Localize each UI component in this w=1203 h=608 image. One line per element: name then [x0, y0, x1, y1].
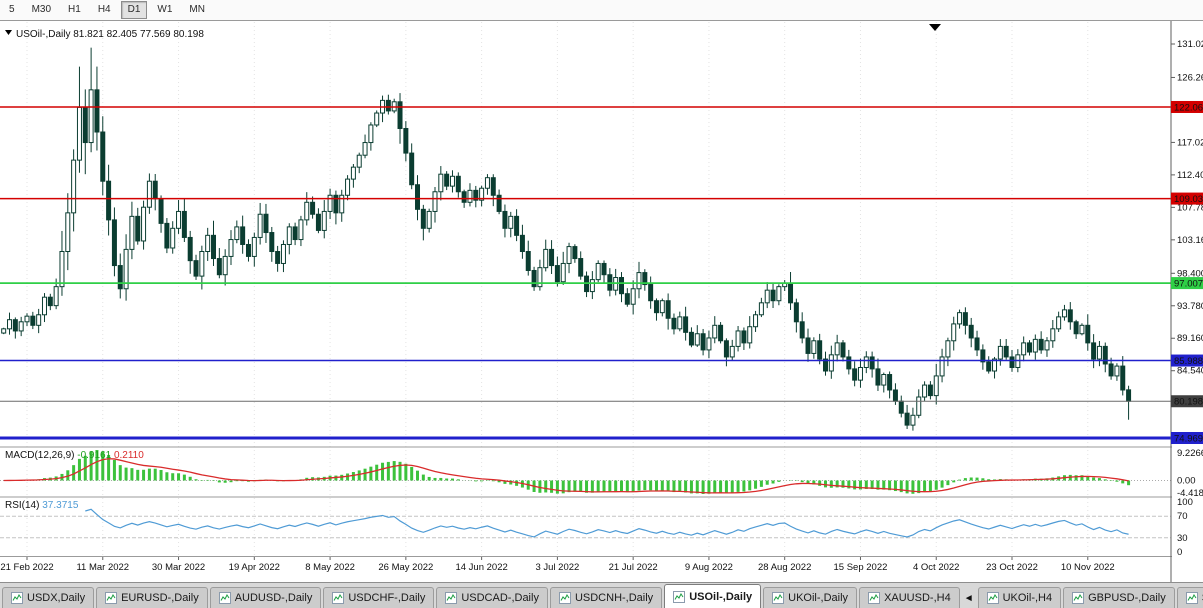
price-axis-label: 103.160 — [1177, 235, 1203, 246]
symbol-tab-label: EURUSD-,Daily — [121, 592, 199, 604]
chart-thumbnail-icon — [105, 592, 118, 604]
date-axis-label: 19 Apr 2022 — [229, 562, 280, 573]
date-axis-label: 21 Jul 2022 — [609, 562, 658, 573]
chart-thumbnail-icon — [772, 592, 785, 604]
chart-thumbnail-icon — [1185, 592, 1198, 604]
symbol-tab-label: XAUUSD-,H4 — [884, 592, 951, 604]
symbol-tab-sp500-h4[interactable]: SP500-,H4 — [1176, 587, 1203, 608]
macd-signal-line — [3, 458, 1129, 494]
date-axis-label: 30 Mar 2022 — [152, 562, 205, 573]
symbol-tab-eurusd-daily[interactable]: EURUSD-,Daily — [96, 587, 208, 608]
symbol-marker-icon — [5, 30, 12, 35]
chart-thumbnail-icon — [218, 592, 231, 604]
price-axis-label: 107.780 — [1177, 202, 1203, 213]
rsi-axis-label: 70 — [1177, 511, 1188, 522]
symbol-tab-label: USDX,Daily — [27, 592, 86, 604]
symbol-tab-bar: USDX,Daily EURUSD-,Daily AUDUSD-,Daily USDC… — [0, 582, 1203, 608]
symbol-tab-label: UKOil-,H4 — [1002, 592, 1053, 604]
macd-axis-zero: 0.00 — [1177, 475, 1196, 486]
symbol-tab-label: USDCAD-,Daily — [461, 592, 539, 604]
symbol-tab-gbpusd-daily[interactable]: GBPUSD-,Daily — [1063, 587, 1175, 608]
date-axis-label: 8 May 2022 — [305, 562, 355, 573]
date-axis-label: 26 May 2022 — [378, 562, 433, 573]
rsi-axis-label: 0 — [1177, 547, 1182, 558]
timeframe-button-d1[interactable]: D1 — [120, 1, 148, 19]
chart-thumbnail-icon — [445, 592, 458, 604]
symbol-tab-label: USOil-,Daily — [689, 590, 753, 603]
chart-shift-marker-icon[interactable] — [929, 24, 941, 31]
date-axis-label: 14 Jun 2022 — [455, 562, 507, 573]
symbol-tab-usoil-daily[interactable]: USOil-,Daily — [664, 584, 762, 608]
chart-background — [0, 21, 1203, 582]
symbol-tab-ukoil-daily[interactable]: UKOil-,Daily — [763, 587, 858, 608]
price-axis-label: 89.160 — [1177, 333, 1203, 344]
price-badge-85.988: 85.988 — [1174, 356, 1203, 367]
timeframe-button-m30[interactable]: M30 — [31, 4, 52, 15]
price-axis-label: 84.540 — [1177, 366, 1203, 377]
macd-histogram — [8, 450, 1131, 494]
price-axis-label: 131.020 — [1177, 39, 1203, 50]
symbol-tab-label: SP500-,H4 — [1202, 592, 1203, 604]
timeframe-button-mn[interactable]: MN — [189, 4, 205, 15]
macd-axis-min: -4.4188 — [1177, 488, 1203, 499]
chart-thumbnail-icon — [11, 592, 23, 604]
date-axis-label: 3 Jul 2022 — [535, 562, 579, 573]
price-axis-label: 112.400 — [1177, 170, 1203, 181]
candlestick-series — [1, 47, 1132, 431]
timeframe-button-h4[interactable]: H4 — [97, 4, 111, 15]
price-badge-109.03: 109.03 — [1174, 194, 1203, 205]
date-axis-label: 23 Oct 2022 — [986, 562, 1038, 573]
macd-axis-max: 9.2266 — [1177, 448, 1203, 459]
price-badge-80.198: 80.198 — [1174, 397, 1203, 408]
chart-thumbnail-icon — [673, 590, 686, 603]
rsi-title: RSI(14) 37.3715 — [5, 500, 79, 511]
rsi-line — [85, 508, 1129, 538]
date-axis-label: 28 Aug 2022 — [758, 562, 811, 573]
chart-thumbnail-icon — [1072, 592, 1085, 604]
timeframe-toolbar: 5 M30 H1 H4 D1 W1 MN — [0, 0, 1203, 21]
symbol-tab-label: AUDUSD-,Daily — [234, 592, 313, 604]
chart-thumbnail-icon — [986, 592, 999, 604]
price-axis-label: 98.400 — [1177, 268, 1203, 279]
price-axis-label: 126.260 — [1177, 72, 1203, 83]
date-axis-label: 9 Aug 2022 — [685, 562, 733, 573]
timeframe-button-w1[interactable]: W1 — [157, 4, 173, 15]
chart-thumbnail-icon — [332, 592, 345, 604]
price-badge-122.06: 122.06 — [1174, 102, 1203, 113]
symbol-tab-label: USDCNH-,Daily — [574, 592, 654, 604]
rsi-axis-label: 30 — [1177, 533, 1188, 544]
timeframe-button-5[interactable]: 5 — [9, 4, 15, 15]
timeframe-button-h1[interactable]: H1 — [68, 4, 81, 15]
symbol-tab-label: USDCHF-,Daily — [348, 592, 426, 604]
symbol-tab-xauusd-h4[interactable]: XAUUSD-,H4 — [859, 587, 960, 608]
price-axis-label: 117.020 — [1177, 137, 1203, 148]
tabs-overflow-left-icon[interactable]: ◄ — [963, 593, 974, 604]
symbol-tab-usdcnh-daily[interactable]: USDCNH-,Daily — [549, 587, 663, 608]
symbol-tab-usdchf-daily[interactable]: USDCHF-,Daily — [323, 587, 435, 608]
symbol-tab-audusd-daily[interactable]: AUDUSD-,Daily — [209, 587, 322, 608]
chart-thumbnail-icon — [558, 592, 571, 604]
chart-thumbnail-icon — [868, 592, 881, 604]
date-axis-label: 11 Mar 2022 — [76, 562, 129, 573]
macd-title: MACD(12,26,9) -0.9161 0.2110 — [5, 450, 144, 461]
symbol-tab-usdx-daily[interactable]: USDX,Daily — [2, 587, 95, 608]
chart-svg[interactable]: 131.020 126.260 117.020 112.400 107.780 103.1… — [0, 21, 1203, 582]
date-axis-label: 21 Feb 2022 — [0, 562, 53, 573]
date-axis-label: 10 Nov 2022 — [1061, 562, 1115, 573]
symbol-tab-ukoil-h4[interactable]: UKOil-,H4 — [977, 587, 1062, 608]
date-axis-label: 4 Oct 2022 — [913, 562, 959, 573]
date-axis-label: 15 Sep 2022 — [834, 562, 888, 573]
symbol-tab-label: GBPUSD-,Daily — [1088, 592, 1166, 604]
rsi-axis-label: 100 — [1177, 497, 1193, 508]
price-badge-74.969: 74.969 — [1174, 433, 1203, 444]
symbol-tab-label: UKOil-,Daily — [788, 592, 849, 604]
price-axis-label: 93.780 — [1177, 301, 1203, 312]
price-badge-97.007: 97.007 — [1174, 279, 1203, 290]
chart-ohlc-title: USOil-,Daily 81.821 82.405 77.569 80.198 — [16, 29, 204, 40]
symbol-tab-usdcad-daily[interactable]: USDCAD-,Daily — [436, 587, 548, 608]
